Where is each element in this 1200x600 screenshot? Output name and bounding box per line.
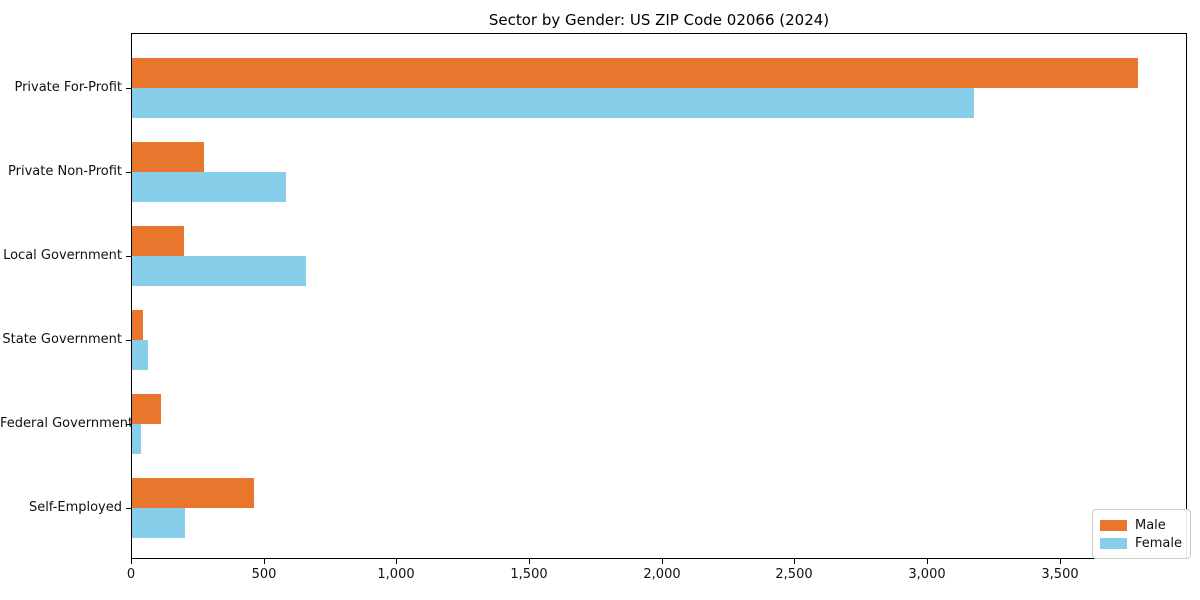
y-axis-tick <box>126 256 131 257</box>
x-axis-tick-label: 0 <box>126 567 136 582</box>
x-axis-tick-label: 1,000 <box>377 567 415 582</box>
bar-male-0 <box>132 58 1138 88</box>
category-label: Local Government <box>3 248 122 263</box>
bar-male-1 <box>132 142 204 172</box>
x-axis-tick <box>131 559 132 564</box>
x-axis-tick-label: 2,500 <box>775 567 813 582</box>
legend-swatch-female <box>1100 537 1127 549</box>
category-label: State Government <box>2 332 122 347</box>
x-axis-tick-label: 500 <box>251 567 277 582</box>
y-axis-tick <box>126 340 131 341</box>
y-axis-tick <box>126 424 131 425</box>
y-axis-tick <box>126 172 131 173</box>
x-axis-tick <box>662 559 663 564</box>
x-axis-tick <box>529 559 530 564</box>
bar-female-5 <box>132 508 185 538</box>
x-axis-tick-label: 3,500 <box>1041 567 1079 582</box>
bar-male-3 <box>132 310 143 340</box>
x-axis-tick <box>264 559 265 564</box>
legend-entry-female: Female <box>1100 535 1182 551</box>
category-label: Self-Employed <box>28 500 122 515</box>
y-axis-tick <box>126 508 131 509</box>
bar-female-1 <box>132 172 286 202</box>
x-axis-tick-label: 2,000 <box>643 567 681 582</box>
legend: Male Female <box>1092 509 1192 559</box>
x-axis-tick <box>927 559 928 564</box>
y-axis-tick <box>126 88 131 89</box>
legend-swatch-male <box>1100 519 1127 531</box>
legend-label: Male <box>1135 517 1166 533</box>
x-axis-tick <box>396 559 397 564</box>
bar-female-3 <box>132 340 148 370</box>
chart-title: Sector by Gender: US ZIP Code 02066 (202… <box>488 11 830 29</box>
bar-male-5 <box>132 478 254 508</box>
bar-female-2 <box>132 256 306 286</box>
x-axis-tick <box>794 559 795 564</box>
x-axis-tick <box>1060 559 1061 564</box>
legend-entry-male: Male <box>1100 517 1182 533</box>
category-label: Private For-Profit <box>14 80 122 95</box>
plot-area <box>131 33 1187 559</box>
bar-female-0 <box>132 88 974 118</box>
category-label: Federal Government <box>0 416 134 431</box>
bar-female-4 <box>132 424 141 454</box>
x-axis-tick-label: 1,500 <box>510 567 548 582</box>
legend-label: Female <box>1135 535 1183 551</box>
category-label: Private Non-Profit <box>8 164 122 179</box>
x-axis-tick-label: 3,000 <box>908 567 946 582</box>
bar-male-2 <box>132 226 184 256</box>
bar-male-4 <box>132 394 161 424</box>
